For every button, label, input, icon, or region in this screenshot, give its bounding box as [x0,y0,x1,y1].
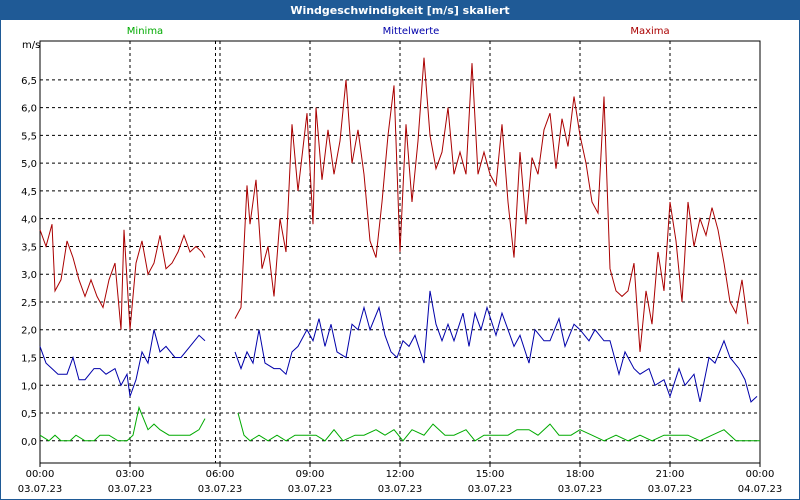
y-tick-label: 1,5 [21,354,37,365]
legend-maxima: Maxima [630,26,669,37]
x-tick-date: 03.07.23 [648,484,693,495]
y-tick-label: 5,0 [21,159,37,170]
series-line-mittelwerte [234,290,758,403]
y-tick-label: 0,0 [21,437,37,448]
x-tick-time: 06:00 [206,469,235,480]
series [39,57,760,442]
x-tick-time: 18:00 [566,469,595,480]
series-line-maxima [234,57,749,352]
series-line-mittelwerte [39,329,206,397]
x-tick-time: 00:00 [26,469,55,480]
x-tick-date: 03.07.23 [18,484,63,495]
x-tick-date: 03.07.23 [198,484,243,495]
y-axis-unit: m/s [22,40,40,51]
legend-mittelwerte: Mittelwerte [383,26,440,37]
series-line-minima [39,405,206,442]
y-tick-label: 3,5 [21,242,37,253]
x-tick-date: 03.07.23 [378,484,423,495]
y-tick-label: 6,5 [21,76,37,87]
legend-minima: Minima [127,26,163,37]
window-title: Windgeschwindigkeit [m/s] skaliert [1,1,799,20]
series-line-maxima [39,224,206,330]
x-tick-date: 03.07.23 [558,484,603,495]
y-tick-label: 2,0 [21,326,37,337]
y-tick-label: 2,5 [21,298,37,309]
y-tick-label: 4,0 [21,215,37,226]
y-tick-label: 6,0 [21,104,37,115]
x-tick-time: 15:00 [476,469,505,480]
x-tick-time: 09:00 [296,469,325,480]
x-tick-date: 03.07.23 [288,484,333,495]
y-tick-label: 0,5 [21,409,37,420]
y-tick-label: 1,0 [21,381,37,392]
axes: 0,0 0,5 1,0 1,5 2,0 2,5 3,0 3,5 4,0 4,5 5,0 5,5 6,0 6… [18,40,783,495]
series-line-minima [237,412,760,442]
x-tick-time: 00:00 [746,469,775,480]
legend: Minima Mittelwerte Maxima [127,26,670,37]
x-tick-time: 21:00 [656,469,685,480]
x-tick-date: 04.07.23 [738,484,783,495]
x-tick-time: 03:00 [116,469,145,480]
y-tick-label: 3,0 [21,270,37,281]
x-tick-date: 03.07.23 [108,484,153,495]
y-tick-label: 4,5 [21,187,37,198]
x-tick-time: 12:00 [386,469,415,480]
x-tick-date: 03.07.23 [468,484,513,495]
y-tick-label: 5,5 [21,131,37,142]
